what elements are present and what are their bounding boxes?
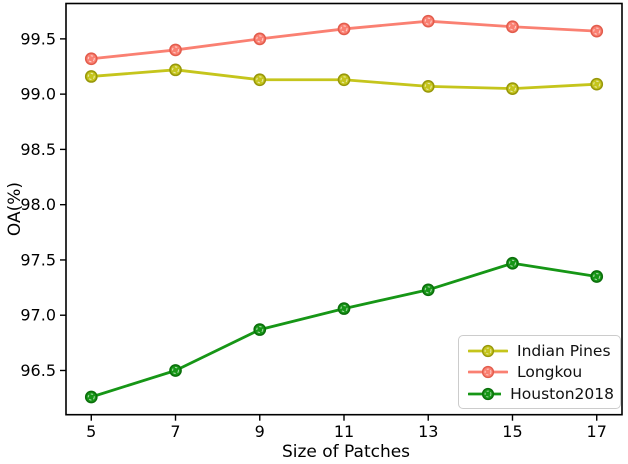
marker-inner-ring [256, 326, 264, 334]
data-marker-houston2018 [421, 283, 435, 297]
legend-marker [481, 387, 495, 400]
marker-inner-ring [171, 66, 180, 74]
x-tick-label: 11 [334, 422, 354, 441]
legend-marker-inner-ring [484, 368, 492, 376]
y-tick-label: 98.5 [20, 140, 56, 159]
data-marker-indian-pines [506, 82, 519, 95]
data-marker-longkou [253, 32, 267, 46]
legend-label: Longkou [517, 363, 583, 381]
legend-item-indian-pines: Indian Pines [468, 342, 614, 360]
marker-inner-ring [87, 55, 95, 63]
y-tick-label: 98.0 [20, 195, 56, 214]
marker-inner-ring [508, 85, 517, 93]
legend-swatch-longkou [468, 365, 508, 379]
data-marker-houston2018 [590, 270, 604, 283]
legend-swatch-houston2018 [468, 387, 502, 400]
data-marker-houston2018 [506, 256, 519, 270]
legend-item-longkou: Longkou [468, 363, 614, 381]
legend-marker [481, 344, 495, 357]
data-marker-longkou [169, 43, 182, 57]
x-tick-label: 5 [86, 422, 96, 441]
marker-inner-ring [508, 23, 517, 31]
data-marker-longkou [337, 22, 351, 36]
data-marker-longkou [590, 24, 604, 38]
marker-inner-ring [593, 27, 601, 35]
data-marker-indian-pines [337, 73, 351, 87]
legend-marker-inner-ring [484, 390, 492, 397]
x-tick-label: 17 [587, 422, 607, 441]
marker-inner-ring [171, 366, 180, 375]
data-marker-indian-pines [421, 80, 435, 93]
y-tick-label: 99.0 [20, 85, 56, 104]
legend-marker-inner-ring [484, 347, 492, 354]
data-marker-longkou [84, 52, 98, 66]
data-marker-longkou [506, 20, 519, 34]
legend-label: Indian Pines [517, 341, 611, 360]
y-tick-label: 97.0 [20, 306, 56, 325]
legend-item-houston2018: Houston2018 [468, 385, 614, 403]
data-marker-indian-pines [253, 73, 267, 87]
marker-inner-ring [424, 286, 432, 294]
marker-inner-ring [508, 259, 517, 267]
marker-inner-ring [593, 272, 601, 281]
legend-swatch-indian-pines [468, 344, 508, 357]
marker-inner-ring [87, 393, 95, 401]
marker-inner-ring [256, 35, 264, 43]
marker-inner-ring [424, 82, 432, 90]
marker-inner-ring [87, 72, 95, 81]
x-axis-title: Size of Patches [281, 442, 411, 462]
x-tick-label: 15 [502, 422, 522, 441]
data-marker-houston2018 [337, 302, 351, 315]
y-axis-title: OA(%) [5, 181, 25, 237]
x-tick-label: 9 [255, 422, 265, 441]
legend: Indian Pines Longkou Houston2018 [458, 335, 621, 409]
data-marker-indian-pines [169, 63, 182, 77]
data-marker-indian-pines [84, 70, 98, 83]
marker-inner-ring [340, 25, 348, 33]
legend-label: Houston2018 [510, 384, 614, 403]
x-tick-label: 7 [170, 422, 180, 441]
marker-inner-ring [424, 17, 432, 25]
y-tick-label: 99.5 [20, 29, 56, 48]
y-tick-label: 96.5 [20, 361, 56, 380]
data-marker-houston2018 [169, 364, 182, 377]
marker-inner-ring [340, 76, 348, 84]
y-tick-label: 97.5 [20, 250, 56, 269]
x-tick-label: 13 [418, 422, 438, 441]
data-marker-longkou [421, 14, 435, 28]
marker-inner-ring [171, 46, 180, 54]
data-marker-houston2018 [253, 323, 267, 336]
marker-inner-ring [256, 76, 264, 84]
marker-inner-ring [593, 80, 601, 88]
legend-marker [481, 365, 495, 379]
marker-inner-ring [340, 305, 348, 313]
data-marker-houston2018 [84, 390, 98, 404]
data-marker-indian-pines [590, 77, 604, 91]
